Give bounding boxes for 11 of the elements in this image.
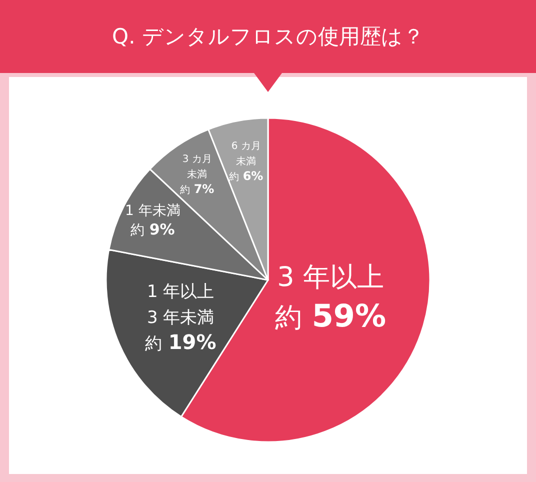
data-label: 約 7% [180, 182, 214, 196]
data-label: 約 59% [275, 298, 386, 334]
data-label: 約 19% [145, 330, 216, 354]
data-label: 約 9% [130, 220, 175, 238]
data-label: 約 6% [229, 169, 264, 184]
chart-title: Q. デンタルフロスの使用歴は？ [112, 24, 424, 48]
slice-label: 1 年以上 3 年未満 [147, 282, 214, 328]
slice-label: 6 カ月未満 [231, 141, 261, 168]
slice-label: 3 カ月未満 [182, 154, 212, 181]
slice-label: 3 年以上 [277, 262, 384, 293]
slice-label: 1 年未満 [125, 203, 180, 219]
